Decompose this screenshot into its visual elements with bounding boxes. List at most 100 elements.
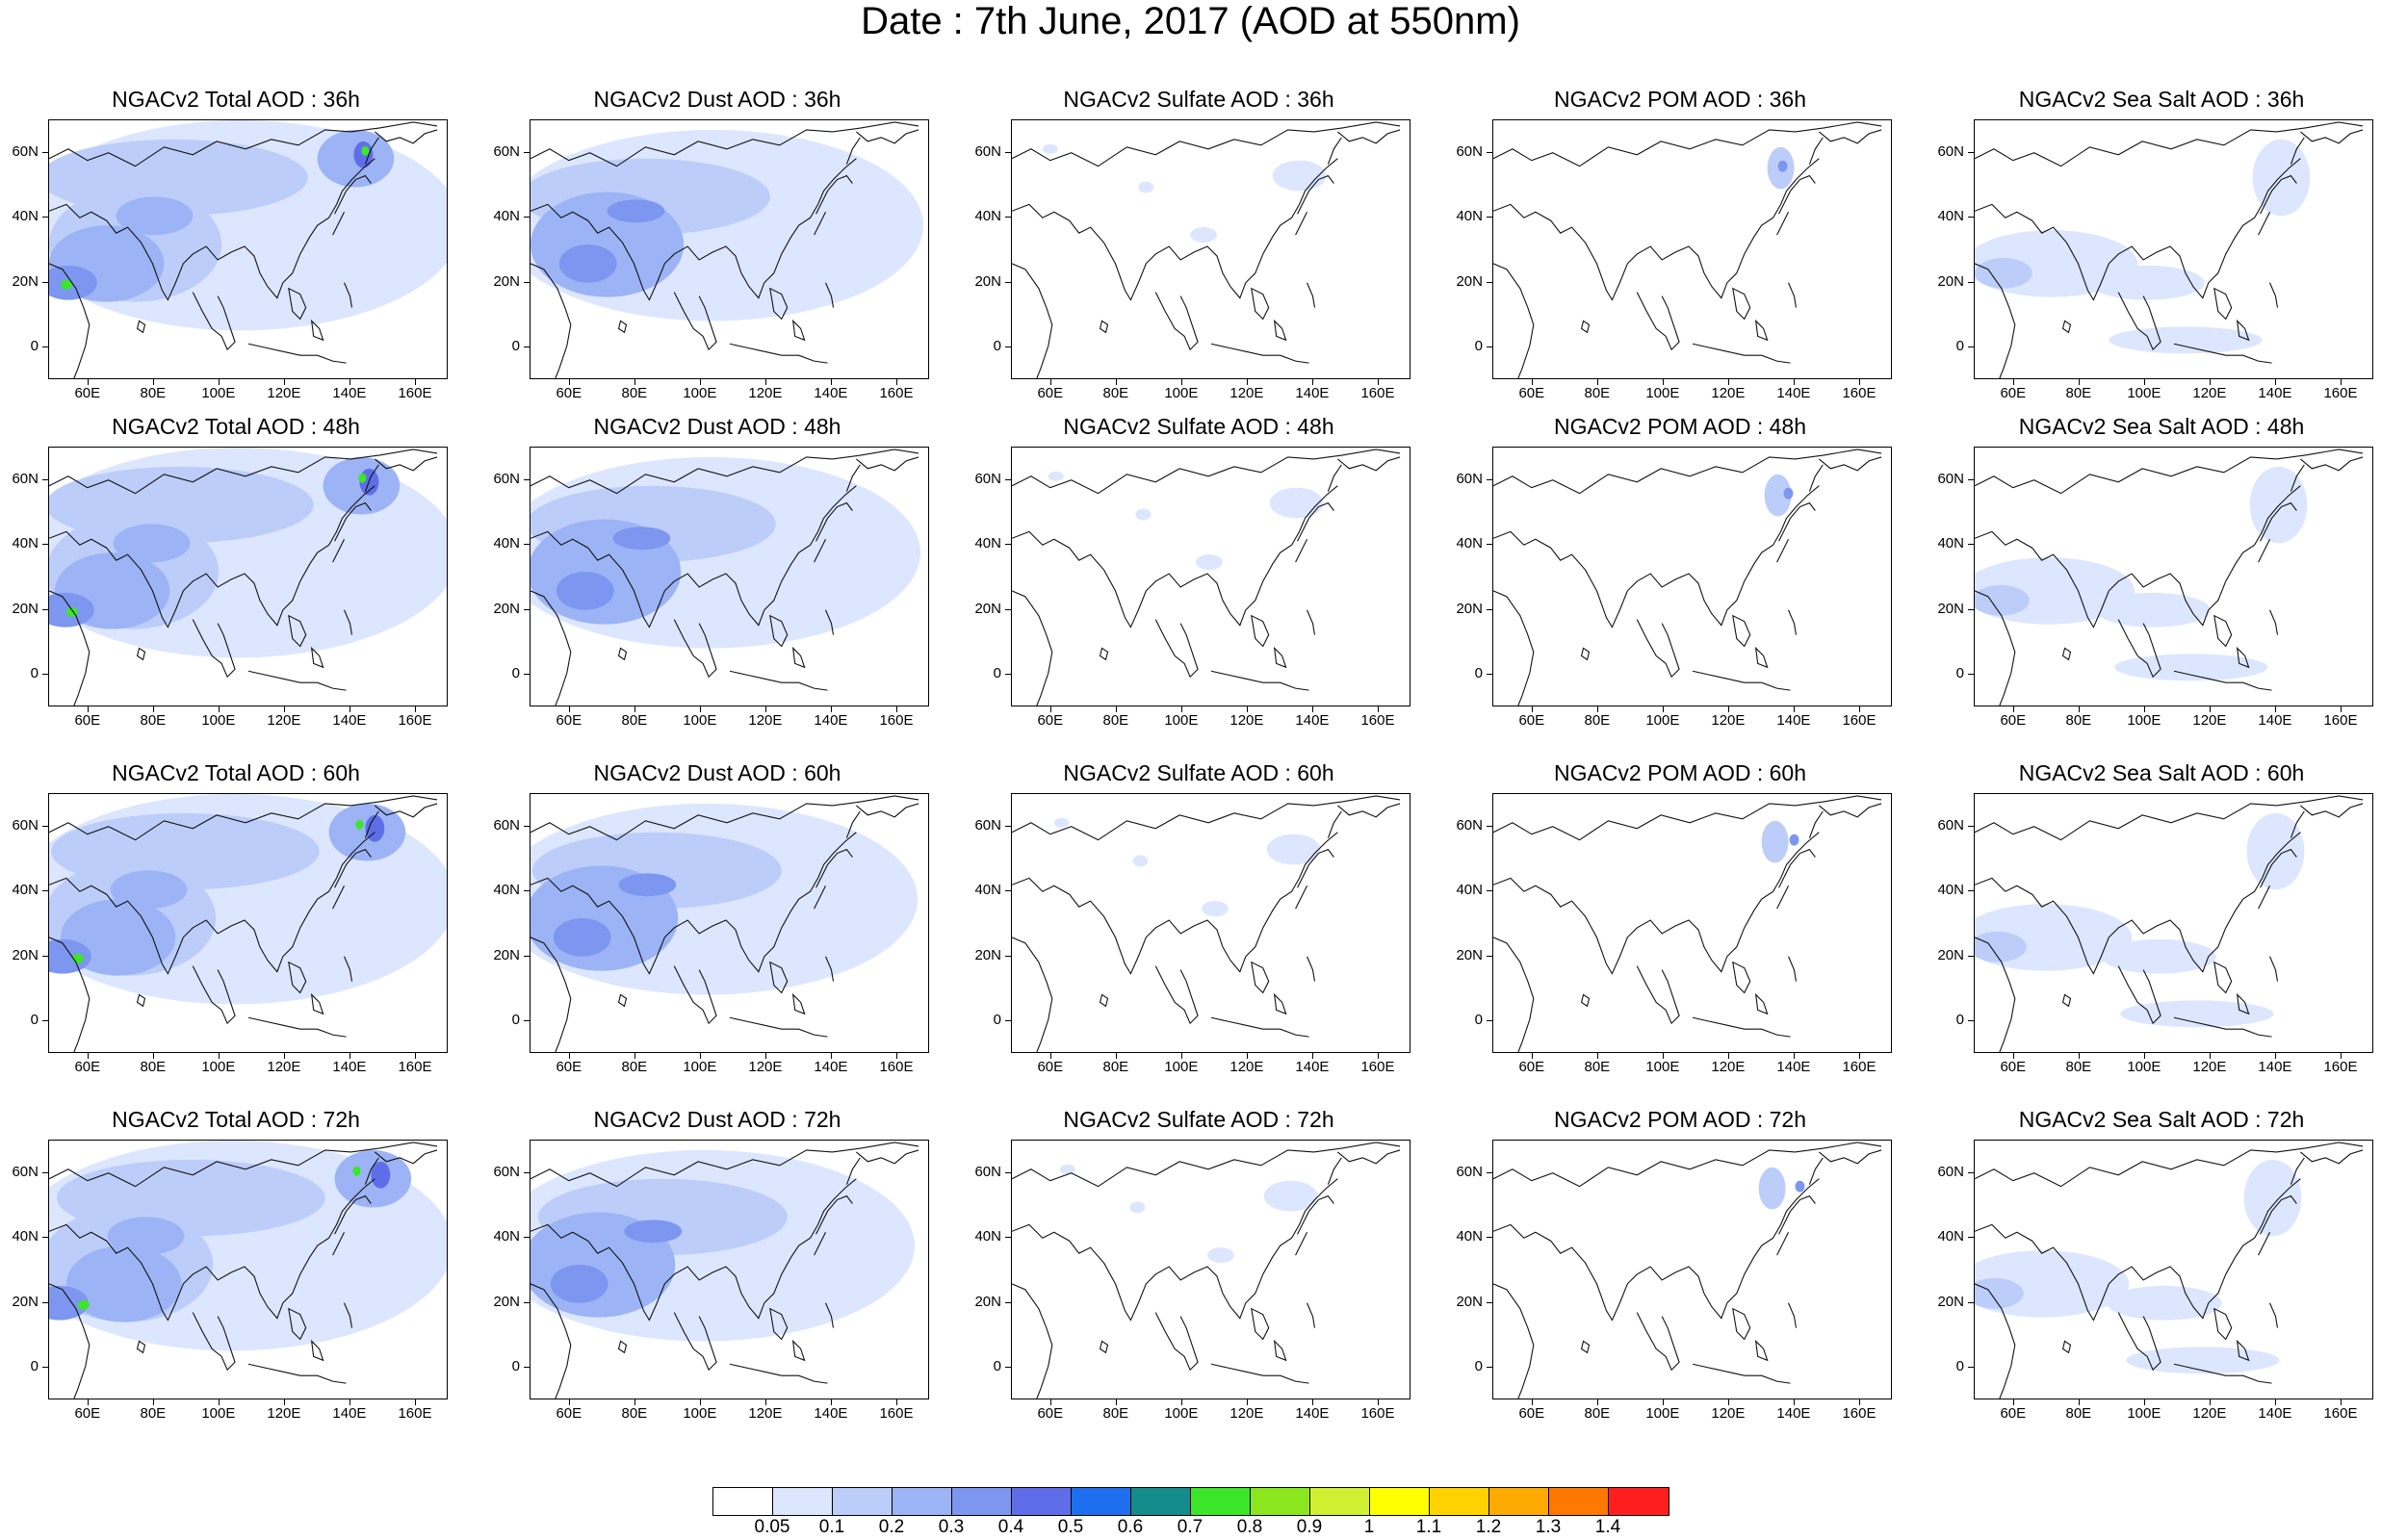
x-tick-label: 120E (1229, 1059, 1264, 1075)
x-tick-mark (1662, 1399, 1664, 1405)
x-tick-mark (349, 1053, 350, 1059)
y-tick-mark (524, 674, 530, 676)
y-tick-label: 20N (974, 272, 1001, 290)
y-tick-mark (1487, 608, 1492, 610)
aod-blob (365, 814, 385, 842)
map-plot-area (48, 1140, 448, 1399)
x-tick-label: 140E (332, 385, 367, 401)
coastline (1493, 449, 1882, 706)
y-tick-label: 0 (1955, 665, 1964, 682)
x-tick-label: 100E (1645, 1059, 1680, 1075)
y-tick-mark (1005, 674, 1011, 676)
colorbar-swatch (1310, 1488, 1370, 1515)
y-tick-label: 40N (493, 535, 520, 552)
y-tick-mark (1968, 346, 1974, 348)
x-tick-mark (1377, 1399, 1379, 1405)
y-tick-label: 40N (493, 1228, 520, 1245)
x-tick-label: 100E (1164, 712, 1199, 729)
x-tick-label: 100E (201, 385, 236, 401)
y-tick-label: 60N (974, 142, 1001, 160)
aod-blob (1190, 227, 1217, 244)
x-tick-label: 60E (556, 1059, 582, 1075)
x-tick-label: 120E (1229, 712, 1264, 729)
aod-field-map (49, 1141, 447, 1399)
x-tick-label: 140E (1776, 1405, 1811, 1422)
y-tick-label: 0 (993, 338, 1001, 355)
x-tick-mark (1727, 1399, 1729, 1405)
y-tick-mark (1487, 151, 1492, 153)
y-tick-mark (1968, 1367, 1974, 1369)
y-tick-mark (1487, 825, 1492, 827)
y-tick-mark (1968, 1301, 1974, 1303)
x-tick-label: 160E (879, 1059, 914, 1075)
x-tick-mark (1858, 379, 1860, 385)
x-tick-label: 160E (2323, 385, 2358, 401)
x-tick-mark (1531, 379, 1533, 385)
x-tick-mark (218, 706, 220, 712)
map-plot-area (530, 447, 929, 706)
aod-field-map (1012, 449, 1401, 706)
map-plot-area (1974, 793, 2373, 1053)
x-tick-mark (1246, 1053, 1248, 1059)
x-tick-mark (895, 1399, 897, 1405)
y-tick-mark (1968, 544, 1974, 546)
colorbar-swatch (1370, 1488, 1430, 1515)
x-tick-label: 140E (332, 1059, 367, 1075)
x-tick-label: 80E (621, 1059, 648, 1075)
y-tick-label: 40N (1456, 1228, 1483, 1245)
y-tick-label: 0 (1474, 665, 1483, 682)
colorbar-label: 0.7 (1177, 1517, 1203, 1537)
panel-title: NGACv2 Total AOD : 48h (112, 414, 360, 439)
map-plot-area (1492, 119, 1892, 379)
aod-blob (1207, 1247, 1234, 1264)
x-tick-label: 160E (1842, 1405, 1876, 1422)
map-panel-seasalt-1: NGACv2 Sea Salt AOD : 36h 60N 40N 20N 0 60E 80… (1926, 87, 2381, 406)
x-tick-mark (349, 379, 350, 385)
y-tick-mark (42, 825, 48, 827)
x-tick-mark (349, 706, 350, 712)
x-tick-label: 160E (1360, 1059, 1395, 1075)
y-tick-label: 60N (1456, 816, 1483, 834)
y-tick-label: 40N (974, 208, 1001, 225)
x-tick-label: 140E (332, 1405, 367, 1422)
x-tick-mark (2274, 379, 2276, 385)
x-tick-label: 120E (748, 1059, 783, 1075)
x-tick-label: 120E (2192, 712, 2227, 729)
map-panel-seasalt-3: NGACv2 Sea Salt AOD : 60h 60N 40N 20N 0 60E 80… (1926, 760, 2381, 1080)
y-tick-mark (1487, 955, 1492, 957)
x-tick-mark (1311, 379, 1313, 385)
x-tick-label: 60E (2000, 712, 2027, 729)
x-tick-label: 100E (201, 1405, 236, 1422)
y-tick-mark (1487, 890, 1492, 892)
y-tick-mark (1005, 1237, 1011, 1239)
y-tick-mark (42, 955, 48, 957)
x-tick-mark (699, 1053, 701, 1059)
map-panel-dust-1: NGACv2 Dust AOD : 36h 60N 40N 20N 0 60E 80E 100… (481, 87, 953, 406)
y-tick-label: 60N (12, 142, 39, 160)
aod-field-map (1493, 1142, 1882, 1399)
y-tick-label: 20N (974, 1293, 1001, 1310)
x-tick-label: 60E (1037, 1405, 1064, 1422)
x-tick-mark (2274, 1399, 2276, 1405)
x-tick-label: 140E (1776, 712, 1811, 729)
y-tick-label: 20N (493, 946, 520, 963)
y-tick-mark (1487, 544, 1492, 546)
map-plot-area (530, 1140, 929, 1399)
panel-title: NGACv2 Total AOD : 72h (112, 1107, 360, 1132)
y-tick-mark (524, 1301, 530, 1303)
x-tick-mark (2078, 1053, 2080, 1059)
x-tick-mark (283, 1399, 285, 1405)
x-tick-mark (568, 1053, 570, 1059)
x-tick-label: 120E (1711, 1059, 1746, 1075)
colorbar-label: 1.4 (1594, 1517, 1621, 1537)
panel-title: NGACv2 POM AOD : 72h (1553, 1107, 1807, 1132)
x-tick-label: 160E (1842, 385, 1876, 401)
x-tick-label: 80E (2065, 1059, 2092, 1075)
y-tick-mark (1968, 151, 1974, 153)
aod-blob (113, 524, 191, 563)
y-tick-label: 0 (511, 1012, 520, 1029)
aod-blob (1975, 931, 2027, 962)
colorbar-swatch (713, 1488, 773, 1515)
colorbar-swatch (1072, 1488, 1131, 1515)
x-tick-mark (1793, 1399, 1795, 1405)
